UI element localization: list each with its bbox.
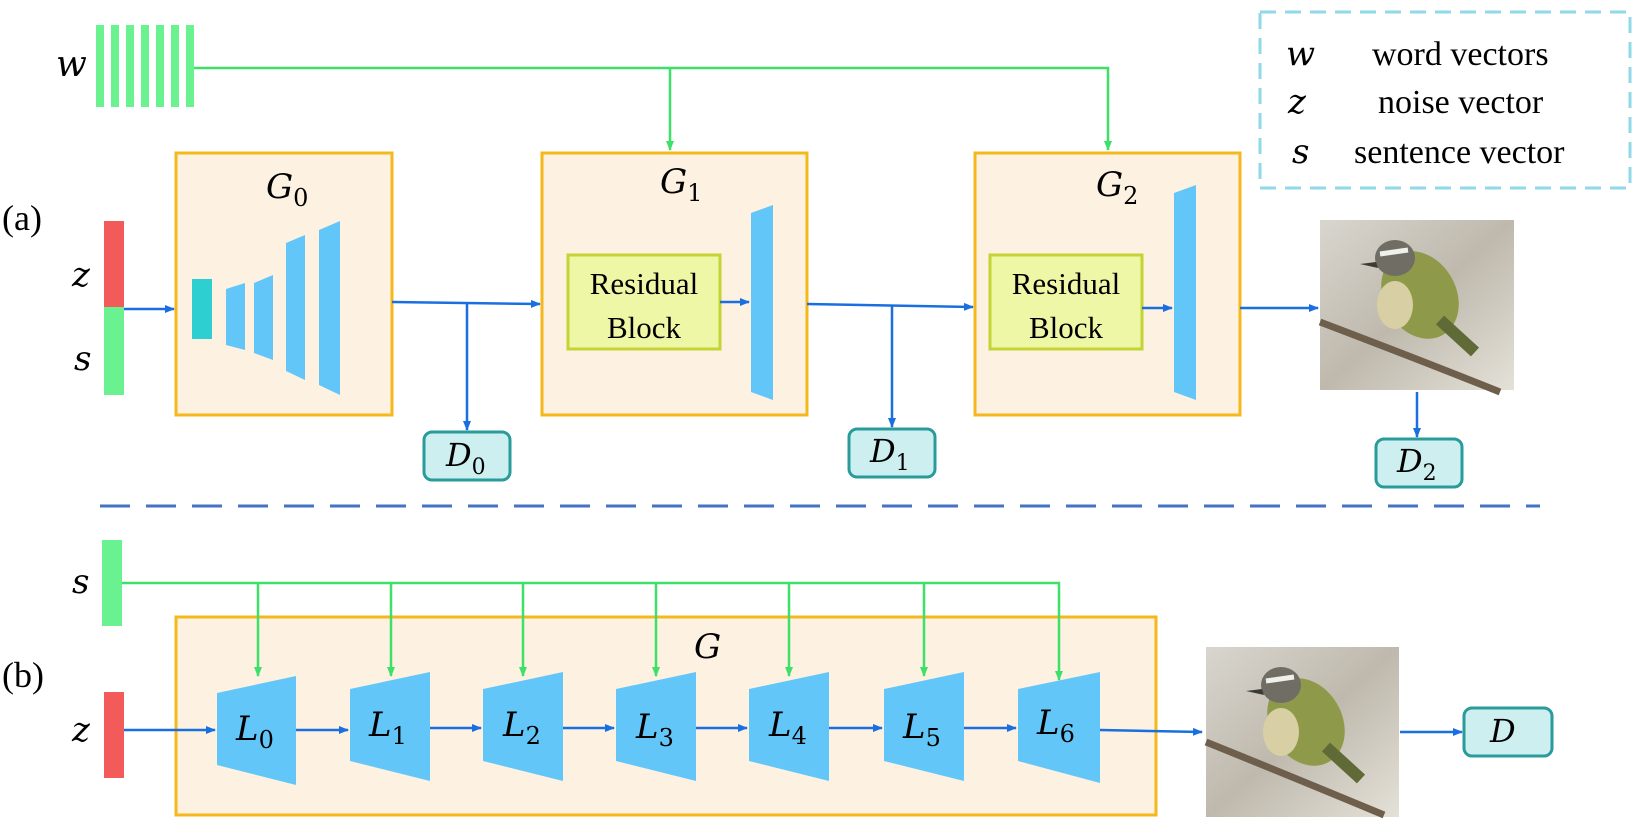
layer-l0: L0 bbox=[217, 676, 296, 785]
svg-text:G0: G0 bbox=[266, 167, 308, 212]
svg-text:D2: D2 bbox=[1396, 442, 1437, 486]
legend-symbol-z: z bbox=[1287, 82, 1307, 122]
legend-text-z: noise vector bbox=[1378, 84, 1544, 121]
generated-bird-image-a bbox=[1318, 220, 1514, 396]
g0-sub: 0 bbox=[293, 184, 308, 212]
l5-name: L bbox=[902, 707, 926, 747]
flow-arrows-a bbox=[124, 298, 1421, 438]
generated-bird-image-b bbox=[1204, 647, 1399, 819]
l6-name: L bbox=[1036, 703, 1060, 743]
l3-sub: 3 bbox=[659, 724, 674, 752]
flow-arrows-b bbox=[124, 724, 1463, 736]
noise-vector-bar bbox=[104, 221, 124, 307]
generator-g2: G2 Residual Block bbox=[973, 151, 1242, 417]
d0-sub: 0 bbox=[472, 455, 486, 480]
sentence-vector-bar bbox=[104, 307, 124, 395]
d2-name: D bbox=[1396, 442, 1423, 480]
discriminator-d: D bbox=[1462, 706, 1554, 758]
w-label: w bbox=[56, 44, 87, 85]
g1-sub: 1 bbox=[687, 179, 702, 207]
g0-upsample-4 bbox=[319, 221, 340, 395]
generator-g0: G0 bbox=[174, 151, 394, 417]
l6-sub: 6 bbox=[1060, 720, 1075, 748]
d-name: D bbox=[1489, 712, 1516, 750]
s-label-a: s bbox=[74, 339, 91, 379]
legend-text-s: sentence vector bbox=[1354, 134, 1565, 171]
l4-sub: 4 bbox=[792, 722, 807, 750]
g2-sub: 2 bbox=[1123, 182, 1138, 210]
z-label-b: z bbox=[71, 710, 91, 750]
g1-upsample bbox=[751, 205, 773, 400]
layer-l5: L5 bbox=[884, 672, 964, 781]
g0-input-block bbox=[192, 279, 212, 339]
d1-name: D bbox=[869, 432, 896, 470]
l4-name: L bbox=[768, 705, 792, 745]
svg-text:G2: G2 bbox=[1096, 165, 1138, 210]
svg-text:L2: L2 bbox=[502, 705, 541, 750]
svg-text:D0: D0 bbox=[445, 436, 486, 480]
part-b-label: (b) bbox=[2, 655, 44, 695]
svg-text:L3: L3 bbox=[635, 707, 674, 752]
g0-upsample-2 bbox=[254, 275, 273, 360]
sentence-vector-bar-b bbox=[102, 540, 122, 626]
l0-sub: 0 bbox=[259, 726, 274, 754]
l2-name: L bbox=[502, 705, 526, 745]
g2-residual-line2: Block bbox=[1029, 310, 1104, 345]
g1-residual-block bbox=[566, 253, 722, 351]
g2-upsample bbox=[1174, 185, 1196, 400]
legend-symbol-s: s bbox=[1292, 132, 1309, 172]
g0-upsample-1 bbox=[226, 283, 245, 350]
g2-name: G bbox=[1096, 165, 1123, 205]
layer-l3: L3 bbox=[616, 672, 696, 781]
part-a-label: (a) bbox=[2, 198, 42, 238]
d0-name: D bbox=[445, 436, 472, 474]
svg-text:L6: L6 bbox=[1036, 703, 1075, 748]
layer-l6: L6 bbox=[1018, 672, 1100, 783]
svg-text:D1: D1 bbox=[869, 432, 910, 476]
discriminator-d0: D0 bbox=[422, 430, 512, 482]
legend-box: w word vectors z noise vector s sentence… bbox=[1258, 10, 1632, 190]
l1-sub: 1 bbox=[392, 722, 407, 750]
discriminator-d1: D1 bbox=[847, 427, 937, 479]
l1-name: L bbox=[368, 705, 392, 745]
layer-l4: L4 bbox=[749, 672, 829, 781]
svg-text:L5: L5 bbox=[902, 707, 941, 752]
svg-text:L1: L1 bbox=[368, 705, 407, 750]
generator-g-name: G bbox=[694, 627, 721, 667]
svg-text:G1: G1 bbox=[660, 162, 702, 207]
svg-text:L4: L4 bbox=[768, 705, 807, 750]
g1-residual-line1: Residual bbox=[590, 266, 699, 301]
g2-residual-line1: Residual bbox=[1012, 266, 1121, 301]
d1-sub: 1 bbox=[896, 451, 910, 476]
legend-symbol-w: w bbox=[1286, 34, 1315, 74]
w-connections bbox=[194, 66, 1112, 151]
discriminator-d2: D2 bbox=[1374, 437, 1464, 489]
layer-l2: L2 bbox=[483, 672, 563, 781]
l5-sub: 5 bbox=[926, 724, 941, 752]
g1-name: G bbox=[660, 162, 687, 202]
generator-g1: G1 Residual Block bbox=[540, 151, 809, 417]
z-label-a: z bbox=[71, 255, 91, 295]
g1-residual-line2: Block bbox=[607, 310, 682, 345]
noise-vector-bar-b bbox=[104, 692, 124, 778]
g0-upsample-3 bbox=[286, 235, 305, 380]
l3-name: L bbox=[635, 707, 659, 747]
legend-text-w: word vectors bbox=[1372, 36, 1549, 73]
s-label-b: s bbox=[72, 562, 89, 602]
layer-l1: L1 bbox=[350, 672, 430, 781]
l0-name: L bbox=[235, 709, 259, 749]
s-connections bbox=[122, 581, 1063, 681]
word-vectors-bars bbox=[96, 25, 194, 107]
g2-residual-block bbox=[988, 253, 1144, 351]
l2-sub: 2 bbox=[526, 722, 541, 750]
d2-sub: 2 bbox=[1423, 461, 1437, 486]
svg-text:L0: L0 bbox=[235, 709, 274, 754]
g0-name: G bbox=[266, 167, 293, 207]
